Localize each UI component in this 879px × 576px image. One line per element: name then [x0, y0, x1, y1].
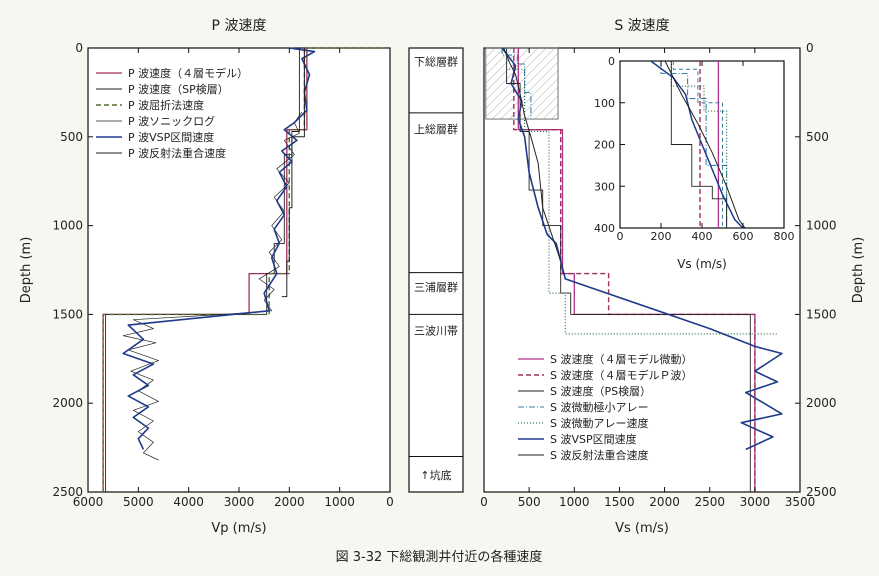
y-tick-label: 100 [594, 97, 615, 110]
strata-label: 三浦層群 [414, 280, 458, 294]
legend-label: P 波VSP区間速度 [128, 130, 214, 144]
y-tick-label: 500 [806, 130, 829, 144]
legend-label: P 波速度（４層モデル） [128, 66, 248, 80]
legend-label: S 波速度（PS検層） [550, 384, 651, 398]
figure-caption: 図 3-32 下総観測井付近の各種速度 [336, 549, 543, 565]
legend-label: S 波微動極小アレー [550, 400, 648, 414]
y-tick-label: 0 [75, 41, 83, 55]
x-tick-label: 1000 [559, 495, 590, 509]
y-tick-label: 1500 [806, 307, 837, 321]
y-tick-label: 2000 [52, 396, 83, 410]
x-tick-label: 1500 [604, 495, 635, 509]
x-tick-label: 3000 [740, 495, 771, 509]
x-tick-label: 0 [617, 230, 624, 243]
x-tick-label: 0 [386, 495, 394, 509]
y-tick-label: 400 [594, 222, 615, 235]
strata-label: 三波川帯 [414, 324, 458, 337]
y-tick-label: 200 [594, 139, 615, 152]
x-tick-label: 200 [651, 230, 672, 243]
strata-label: ↑坑底 [420, 468, 451, 482]
legend-label: P 波反射法重合速度 [128, 146, 226, 160]
y-tick-label: 1000 [806, 219, 837, 233]
y-tick-label: 0 [806, 41, 814, 55]
x-tick-label: 1000 [324, 495, 355, 509]
y-tick-label: 2000 [806, 396, 837, 410]
x-axis-label: Vs (m/s) [615, 521, 669, 536]
x-tick-label: 600 [733, 230, 754, 243]
legend-label: S 波VSP区間速度 [550, 432, 637, 446]
y-tick-label: 2500 [52, 485, 83, 499]
legend-label: P 波屈折法速度 [128, 98, 204, 112]
y-tick-label: 2500 [806, 485, 837, 499]
x-tick-label: 0 [480, 495, 488, 509]
x-axis-label: Vs (m/s) [677, 257, 727, 271]
legend-label: S 波速度（４層モデルＰ波） [550, 368, 692, 382]
legend-label: S 波微動アレー速度 [550, 416, 648, 430]
legend-label: S 波反射法重合速度 [550, 448, 648, 462]
y-tick-label: 300 [594, 180, 615, 193]
x-tick-label: 3000 [224, 495, 255, 509]
x-tick-label: 2000 [274, 495, 305, 509]
y-tick-label: 1500 [52, 307, 83, 321]
strata-frame [409, 48, 463, 492]
chart-title: S 波速度 [614, 18, 669, 34]
legend-label: S 波速度（４層モデル微動） [550, 352, 692, 366]
legend-label: P 波ソニックログ [128, 114, 215, 128]
strata-label: 上総層群 [414, 122, 458, 136]
y-tick-label: 0 [608, 55, 615, 68]
y-tick-label: 500 [60, 130, 83, 144]
x-tick-label: 2000 [649, 495, 680, 509]
y-axis-label: Depth (m) [19, 237, 34, 304]
y-tick-label: 1000 [52, 219, 83, 233]
strata-label: 下総層群 [414, 54, 458, 68]
x-tick-label: 4000 [173, 495, 204, 509]
chart-title: P 波速度 [212, 18, 267, 34]
x-tick-label: 500 [518, 495, 541, 509]
x-tick-label: 2500 [694, 495, 725, 509]
x-tick-label: 5000 [123, 495, 154, 509]
y-axis-label: Depth (m) [851, 237, 866, 304]
legend-label: P 波速度（SP検層） [128, 82, 229, 96]
x-tick-label: 400 [692, 230, 713, 243]
x-tick-label: 800 [774, 230, 795, 243]
p-wave-panel: 6000 5000 4000 3000 2000 1000 0050010001500200… [19, 18, 394, 536]
hatched-box [486, 48, 558, 119]
x-axis-label: Vp (m/s) [211, 521, 266, 536]
